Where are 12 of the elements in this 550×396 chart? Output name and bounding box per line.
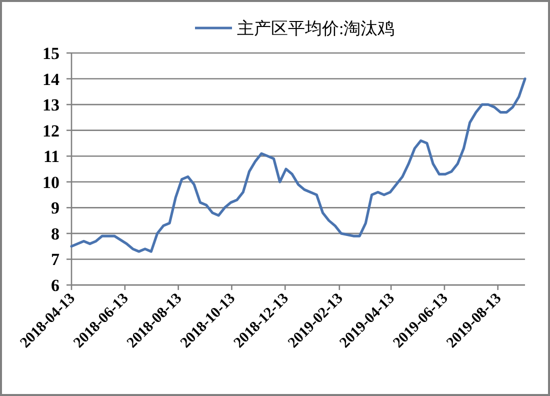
y-tick-label: 13 [42, 96, 60, 115]
y-tick-label: 6 [51, 276, 60, 295]
y-tick-label: 7 [51, 250, 60, 270]
y-tick-label: 10 [42, 172, 60, 192]
y-tick-label: 14 [42, 70, 60, 89]
legend-label: 主产区平均价:淘汰鸡 [237, 19, 395, 38]
y-tick-label: 12 [42, 121, 60, 140]
y-tick-label: 15 [42, 44, 60, 63]
y-tick-label: 11 [43, 147, 60, 166]
y-tick-label: 9 [51, 198, 60, 218]
y-tick-label: 8 [51, 224, 60, 244]
legend: 主产区平均价:淘汰鸡 [195, 19, 395, 38]
